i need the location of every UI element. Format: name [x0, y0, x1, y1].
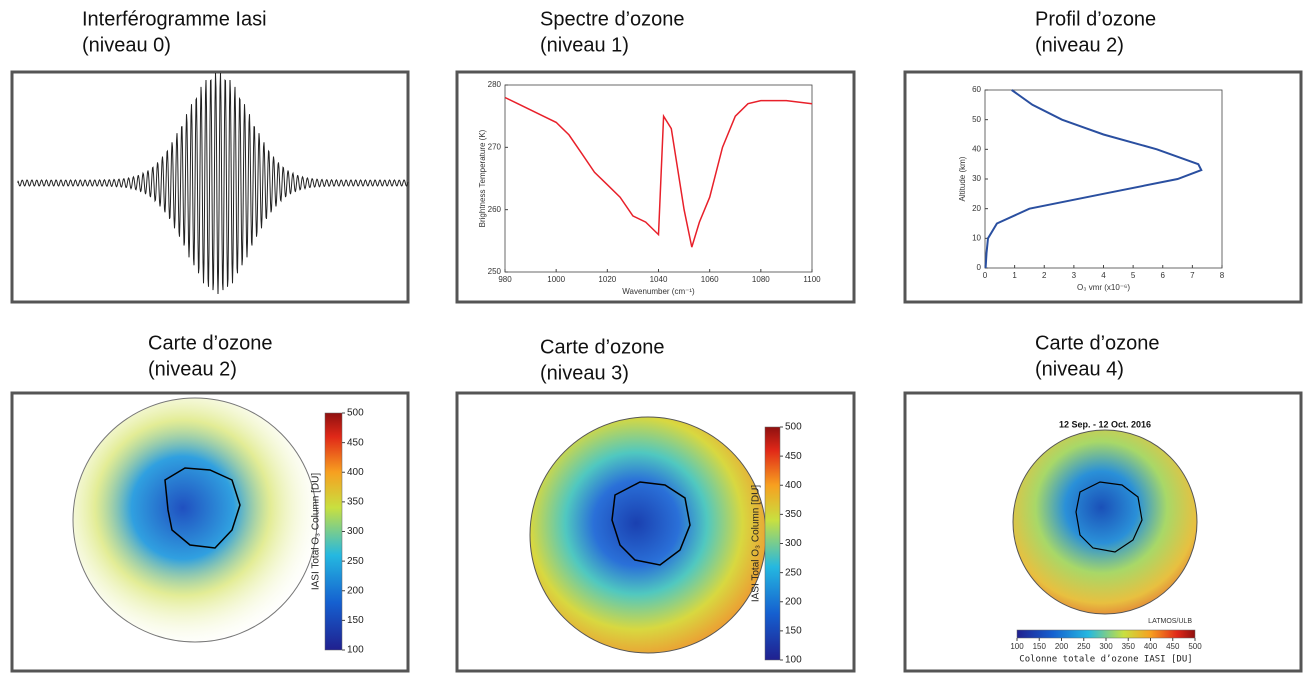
colorbar-tick-label: 100 [347, 645, 364, 656]
colorbar-tick-label: 300 [1099, 642, 1113, 651]
x-tick-label: 1060 [701, 275, 719, 284]
colorbar-tick-label: 300 [347, 526, 364, 537]
colorbar-tick-label: 150 [347, 615, 364, 626]
x-tick-label: 4 [1101, 271, 1106, 280]
colorbar-tick-label: 250 [785, 567, 802, 578]
panel-title: (niveau 2) [148, 358, 237, 380]
panel-title: (niveau 4) [1035, 358, 1124, 380]
colorbar-tick-label: 150 [785, 626, 802, 637]
credit: LATMOS/ULB [1148, 618, 1192, 625]
y-tick-label: 0 [977, 263, 982, 272]
x-tick-label: 3 [1072, 271, 1077, 280]
panel-title: Spectre d’ozone [540, 8, 685, 30]
x-tick-label: 8 [1220, 271, 1225, 280]
colorbar-tick-label: 300 [785, 538, 802, 549]
profile-line [984, 89, 1203, 269]
map-title: 12 Sep. - 12 Oct. 2016 [1059, 419, 1151, 429]
colorbar-label: Colonne totale d’ozone IASI [DU] [1019, 655, 1192, 665]
colorbar-tick-label: 350 [785, 509, 802, 520]
map-disc [1012, 429, 1198, 615]
colorbar-tick-label: 500 [347, 408, 364, 419]
panel-frame [903, 70, 1303, 304]
x-axis-label: O₃ vmr (x10⁻⁶) [1077, 283, 1130, 292]
x-tick-label: 2 [1042, 271, 1047, 280]
x-tick-label: 1000 [547, 275, 565, 284]
y-tick-label: 50 [972, 115, 981, 124]
colorbar-tick-label: 400 [785, 480, 802, 491]
colorbar-tick-label: 350 [1122, 642, 1136, 651]
x-tick-label: 980 [498, 275, 512, 284]
colorbar-tick-label: 450 [347, 437, 364, 448]
colorbar-tick-label: 350 [347, 497, 364, 508]
panel-title: Carte d’ozone [1035, 332, 1160, 354]
y-tick-label: 260 [488, 205, 502, 214]
x-tick-label: 7 [1190, 271, 1195, 280]
panel-title: Profil d’ozone [1035, 8, 1156, 30]
y-tick-label: 20 [972, 204, 981, 213]
panel-frame [455, 70, 856, 304]
colorbar-tick-label: 400 [1144, 642, 1158, 651]
x-tick-label: 6 [1161, 271, 1166, 280]
colorbar-label: IASI Total O₃ Column [DU] [751, 485, 762, 602]
map-disc [72, 397, 318, 643]
interferogram [17, 72, 409, 295]
colorbar [324, 412, 343, 651]
x-tick-label: 1040 [650, 275, 668, 284]
y-tick-label: 10 [972, 233, 981, 242]
coastline [164, 467, 241, 549]
colorbar-tick-label: 450 [785, 451, 802, 462]
x-tick-label: 1100 [803, 275, 821, 284]
colorbar-tick-label: 200 [347, 585, 364, 596]
colorbar-tick-label: 200 [1055, 642, 1069, 651]
y-tick-label: 40 [972, 144, 981, 153]
panel-title: (niveau 3) [540, 362, 629, 384]
spectrum-line [504, 96, 813, 248]
y-tick-label: 60 [972, 85, 981, 94]
panel-title: (niveau 2) [1035, 34, 1124, 56]
colorbar-tick-label: 200 [785, 596, 802, 607]
colorbar-label: IASI Total O₃ Column [DU] [311, 473, 322, 590]
x-tick-label: 1 [1012, 271, 1017, 280]
coastline [611, 481, 691, 566]
colorbar-tick-label: 250 [1077, 642, 1091, 651]
x-tick-label: 1080 [752, 275, 770, 284]
x-tick-label: 5 [1131, 271, 1136, 280]
panel-title: (niveau 1) [540, 34, 629, 56]
map-disc [529, 416, 767, 654]
colorbar-tick-label: 500 [785, 422, 802, 433]
colorbar-tick-label: 250 [347, 556, 364, 567]
y-tick-label: 250 [488, 267, 502, 276]
colorbar-tick-label: 150 [1033, 642, 1047, 651]
colorbar [1016, 629, 1196, 639]
colorbar-tick-label: 100 [1010, 642, 1024, 651]
titles: Interférogramme Iasi (niveau 0) Spectre … [82, 8, 1160, 384]
colorbar [764, 426, 781, 661]
colorbar-tick-label: 400 [347, 467, 364, 478]
panel-title: Carte d’ozone [540, 336, 665, 358]
x-axis-label: Wavenumber (cm⁻¹) [622, 287, 695, 296]
panel-title: Carte d’ozone [148, 332, 273, 354]
y-axis-label: Brightness Temperature (K) [478, 129, 487, 227]
y-axis-label: Altitude (km) [958, 156, 967, 201]
x-tick-label: 1020 [598, 275, 616, 284]
x-tick-label: 0 [983, 271, 988, 280]
y-tick-label: 280 [488, 80, 502, 89]
colorbar-tick-label: 100 [785, 655, 802, 666]
y-tick-label: 30 [972, 174, 981, 183]
colorbar-tick-label: 450 [1166, 642, 1180, 651]
panel-title: Interférogramme Iasi [82, 8, 267, 30]
panel-title: (niveau 0) [82, 34, 171, 56]
y-tick-label: 270 [488, 142, 502, 151]
coastline [1075, 481, 1143, 553]
colorbar-tick-label: 500 [1188, 642, 1202, 651]
